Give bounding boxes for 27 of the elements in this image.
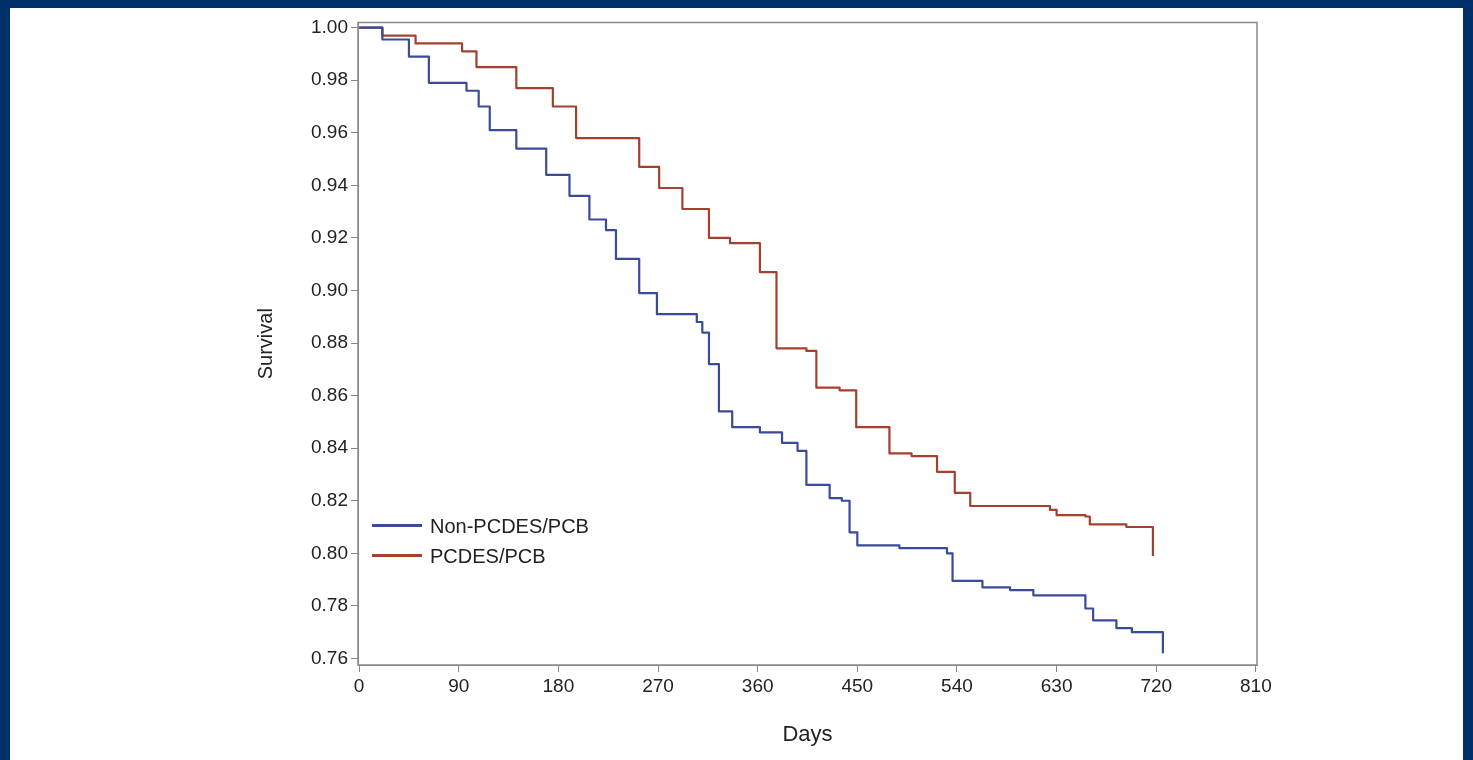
- x-axis-title: Days: [782, 720, 833, 746]
- y-tick-label: 0.88: [311, 331, 348, 353]
- y-tick-label: 0.86: [311, 383, 348, 405]
- y-tick-label: 0.90: [311, 278, 348, 300]
- x-tick-label: 360: [741, 674, 774, 696]
- y-tick-label: 0.96: [311, 121, 348, 143]
- legend-label: PCDES/PCB: [430, 543, 546, 569]
- legend-label: Non-PCDES/PCB: [430, 513, 589, 539]
- y-tick-label: 0.84: [311, 436, 349, 458]
- x-tick-label: 90: [448, 674, 470, 696]
- y-tick-label: 0.80: [311, 541, 348, 563]
- y-tick-label: 0.82: [311, 488, 348, 510]
- y-tick-label: 0.98: [311, 68, 348, 90]
- x-tick-label: 0: [353, 674, 365, 696]
- x-tick-label: 540: [941, 674, 973, 696]
- x-tick-label: 720: [1140, 674, 1173, 696]
- x-tick-label: 810: [1240, 674, 1272, 696]
- y-tick-label: 0.94: [311, 173, 349, 195]
- y-tick-label: 0.78: [311, 594, 348, 616]
- x-tick-label: 270: [642, 674, 674, 696]
- x-tick-label: 630: [1040, 674, 1073, 696]
- x-tick-label: 450: [841, 674, 874, 696]
- y-axis-title: Survival: [253, 308, 276, 380]
- y-tick-label: 0.92: [311, 226, 348, 248]
- y-tick-label: 1.00: [311, 15, 348, 37]
- y-tick-label: 0.76: [311, 646, 348, 668]
- x-tick-label: 180: [542, 674, 575, 696]
